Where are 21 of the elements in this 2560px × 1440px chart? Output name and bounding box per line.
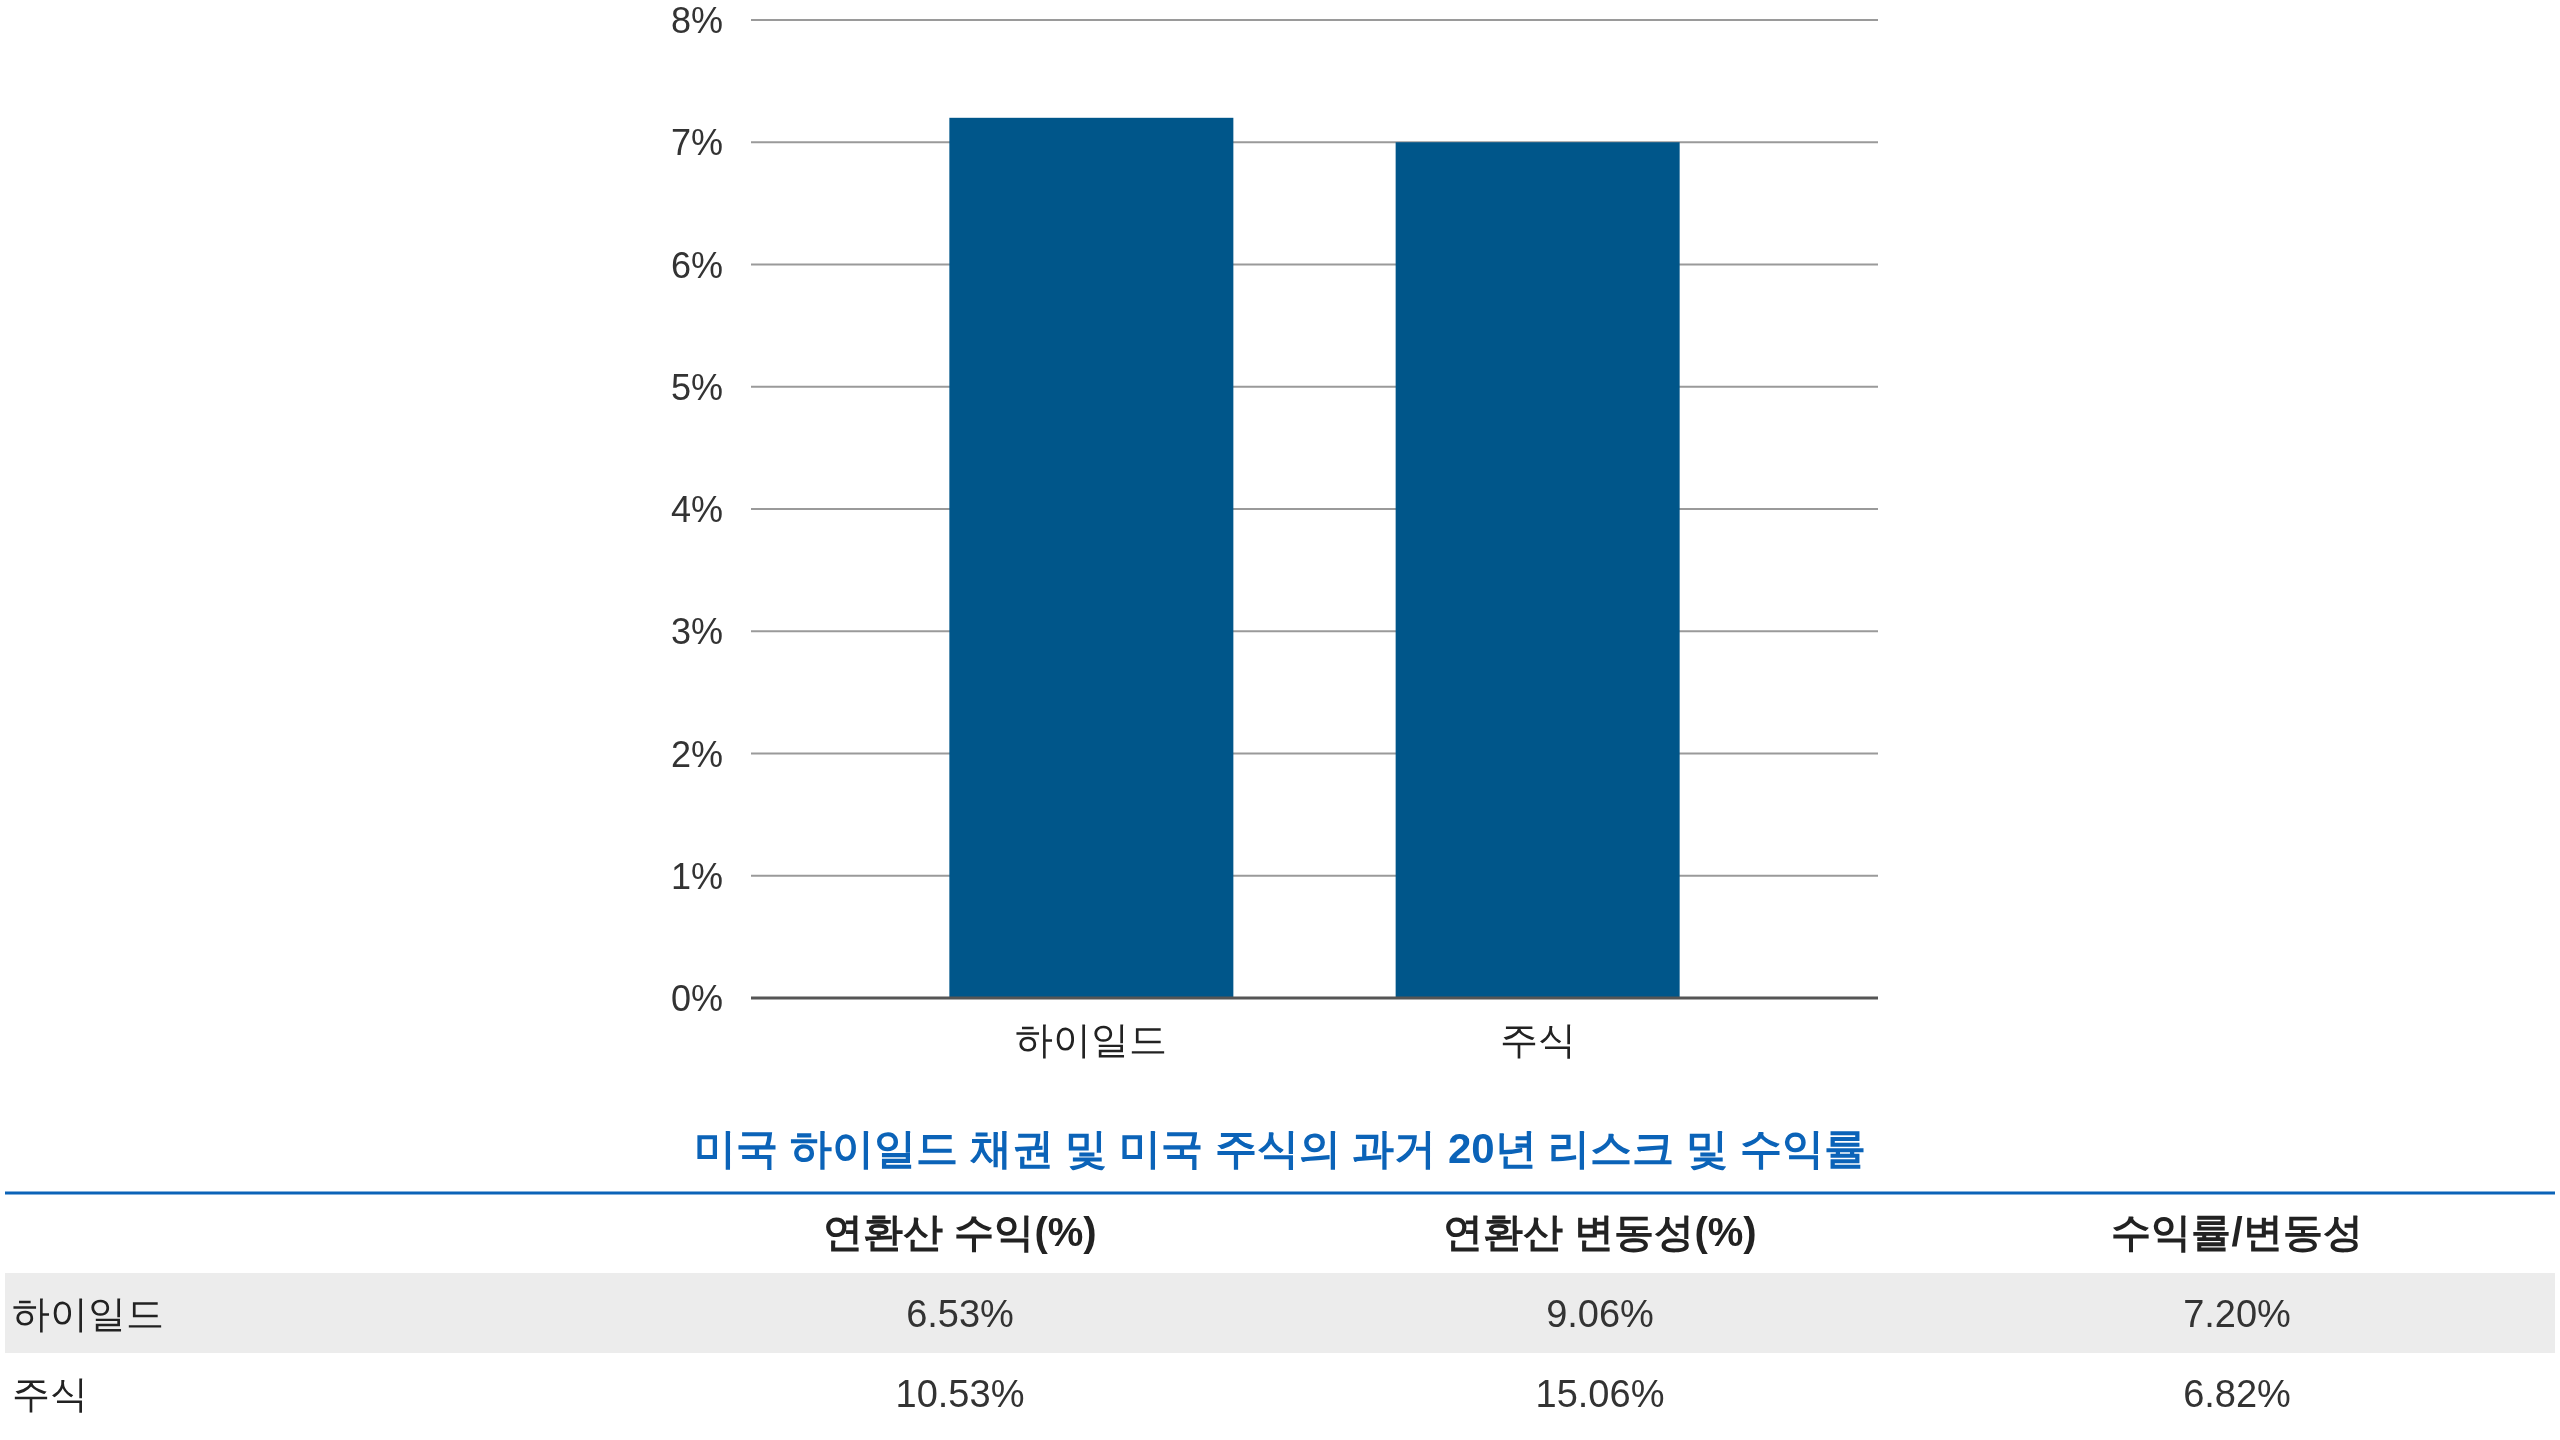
text: 6.53% <box>906 1293 1014 1335</box>
category-label: 주식 <box>12 1373 88 1415</box>
text: 7.20% <box>2183 1293 2291 1335</box>
y-tick-label: 6% <box>670 244 723 286</box>
text: 10.53% <box>895 1373 1025 1415</box>
y-tick-label: 8% <box>670 0 723 41</box>
text: 미국 하이일드 채권 및 미국 주식의 과거 20년 리스크 및 수익률 <box>694 1125 1866 1172</box>
category-label: 수익률/변동성 <box>2111 1210 2363 1254</box>
y-tick-label: 0% <box>670 978 723 1019</box>
y-tick-label: 1% <box>670 855 723 897</box>
y-tick-label: 5% <box>670 366 723 408</box>
text: 9.06% <box>1546 1293 1654 1335</box>
category-label: 연환산 수익(%) <box>823 1210 1097 1254</box>
y-tick-label: 3% <box>670 611 723 653</box>
y-tick-label: 7% <box>670 122 723 164</box>
text: 15.06% <box>1535 1373 1665 1415</box>
text: 6.82% <box>2183 1373 2291 1415</box>
y-tick-label: 4% <box>670 489 723 530</box>
category-label: 연환산 변동성(%) <box>1443 1210 1757 1254</box>
category-label: 하이일드 <box>12 1293 164 1335</box>
y-tick-label: 2% <box>670 733 723 775</box>
